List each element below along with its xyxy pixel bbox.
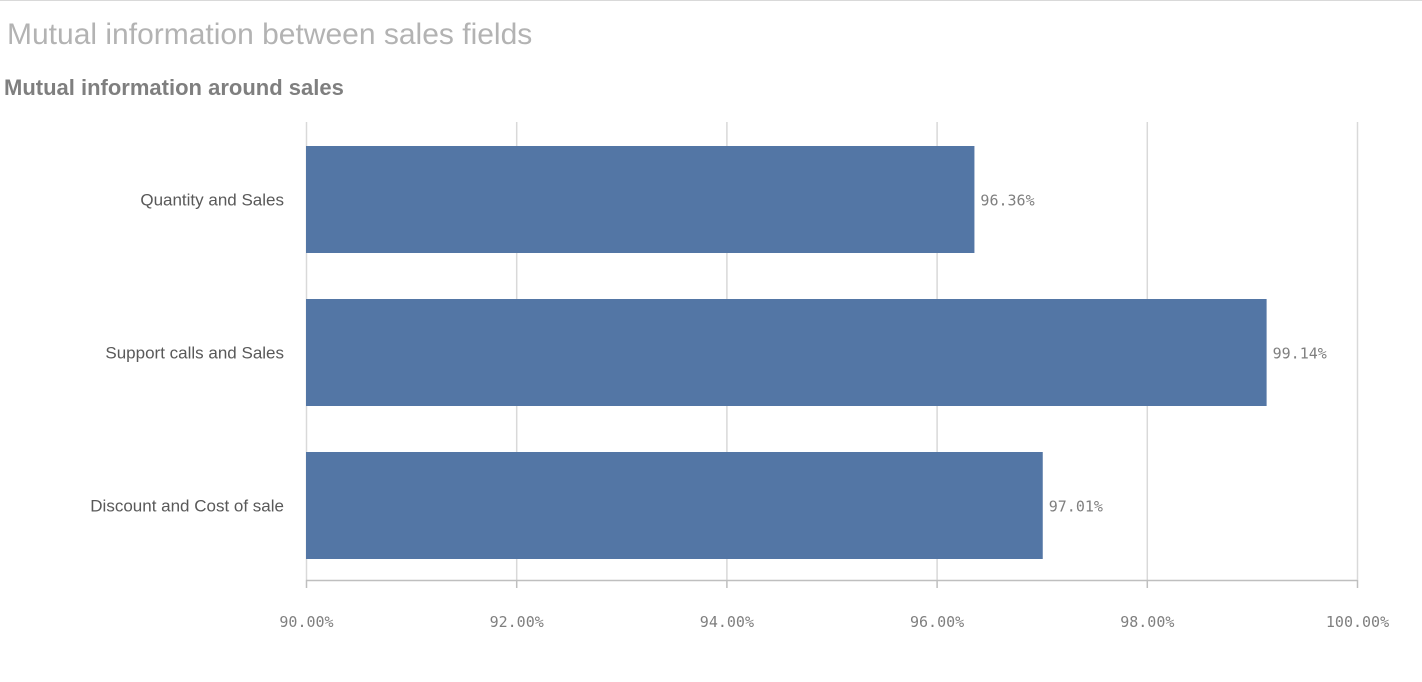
x-tick-label-4: 98.00% — [1120, 613, 1174, 631]
bar-2[interactable] — [306, 452, 1043, 559]
data-label-1: 99.14% — [1273, 345, 1327, 363]
category-label-0: Quantity and Sales — [140, 191, 284, 210]
label-layer: Quantity and Sales 96.36% Support calls an… — [90, 191, 1327, 516]
axis-layer: 90.00% 92.00% 94.00% 96.00% 98.00% 100.00% — [279, 579, 1389, 631]
category-label-1: Support calls and Sales — [105, 344, 284, 363]
page-title: Mutual information between sales fields — [7, 18, 533, 51]
category-label-2: Discount and Cost of sale — [90, 497, 284, 516]
bar-1[interactable] — [306, 299, 1267, 406]
bar-layer — [306, 146, 1267, 559]
x-tick-label-2: 94.00% — [700, 613, 754, 631]
x-tick-label-3: 96.00% — [910, 613, 964, 631]
x-tick-label-1: 92.00% — [490, 613, 544, 631]
bar-0[interactable] — [306, 146, 975, 253]
data-label-0: 96.36% — [980, 192, 1034, 210]
x-tick-label-0: 90.00% — [279, 613, 333, 631]
chart-title: Mutual information around sales — [4, 75, 344, 100]
x-tick-label-5: 100.00% — [1326, 613, 1389, 631]
data-label-2: 97.01% — [1049, 498, 1103, 516]
top-border — [0, 0, 1422, 1]
